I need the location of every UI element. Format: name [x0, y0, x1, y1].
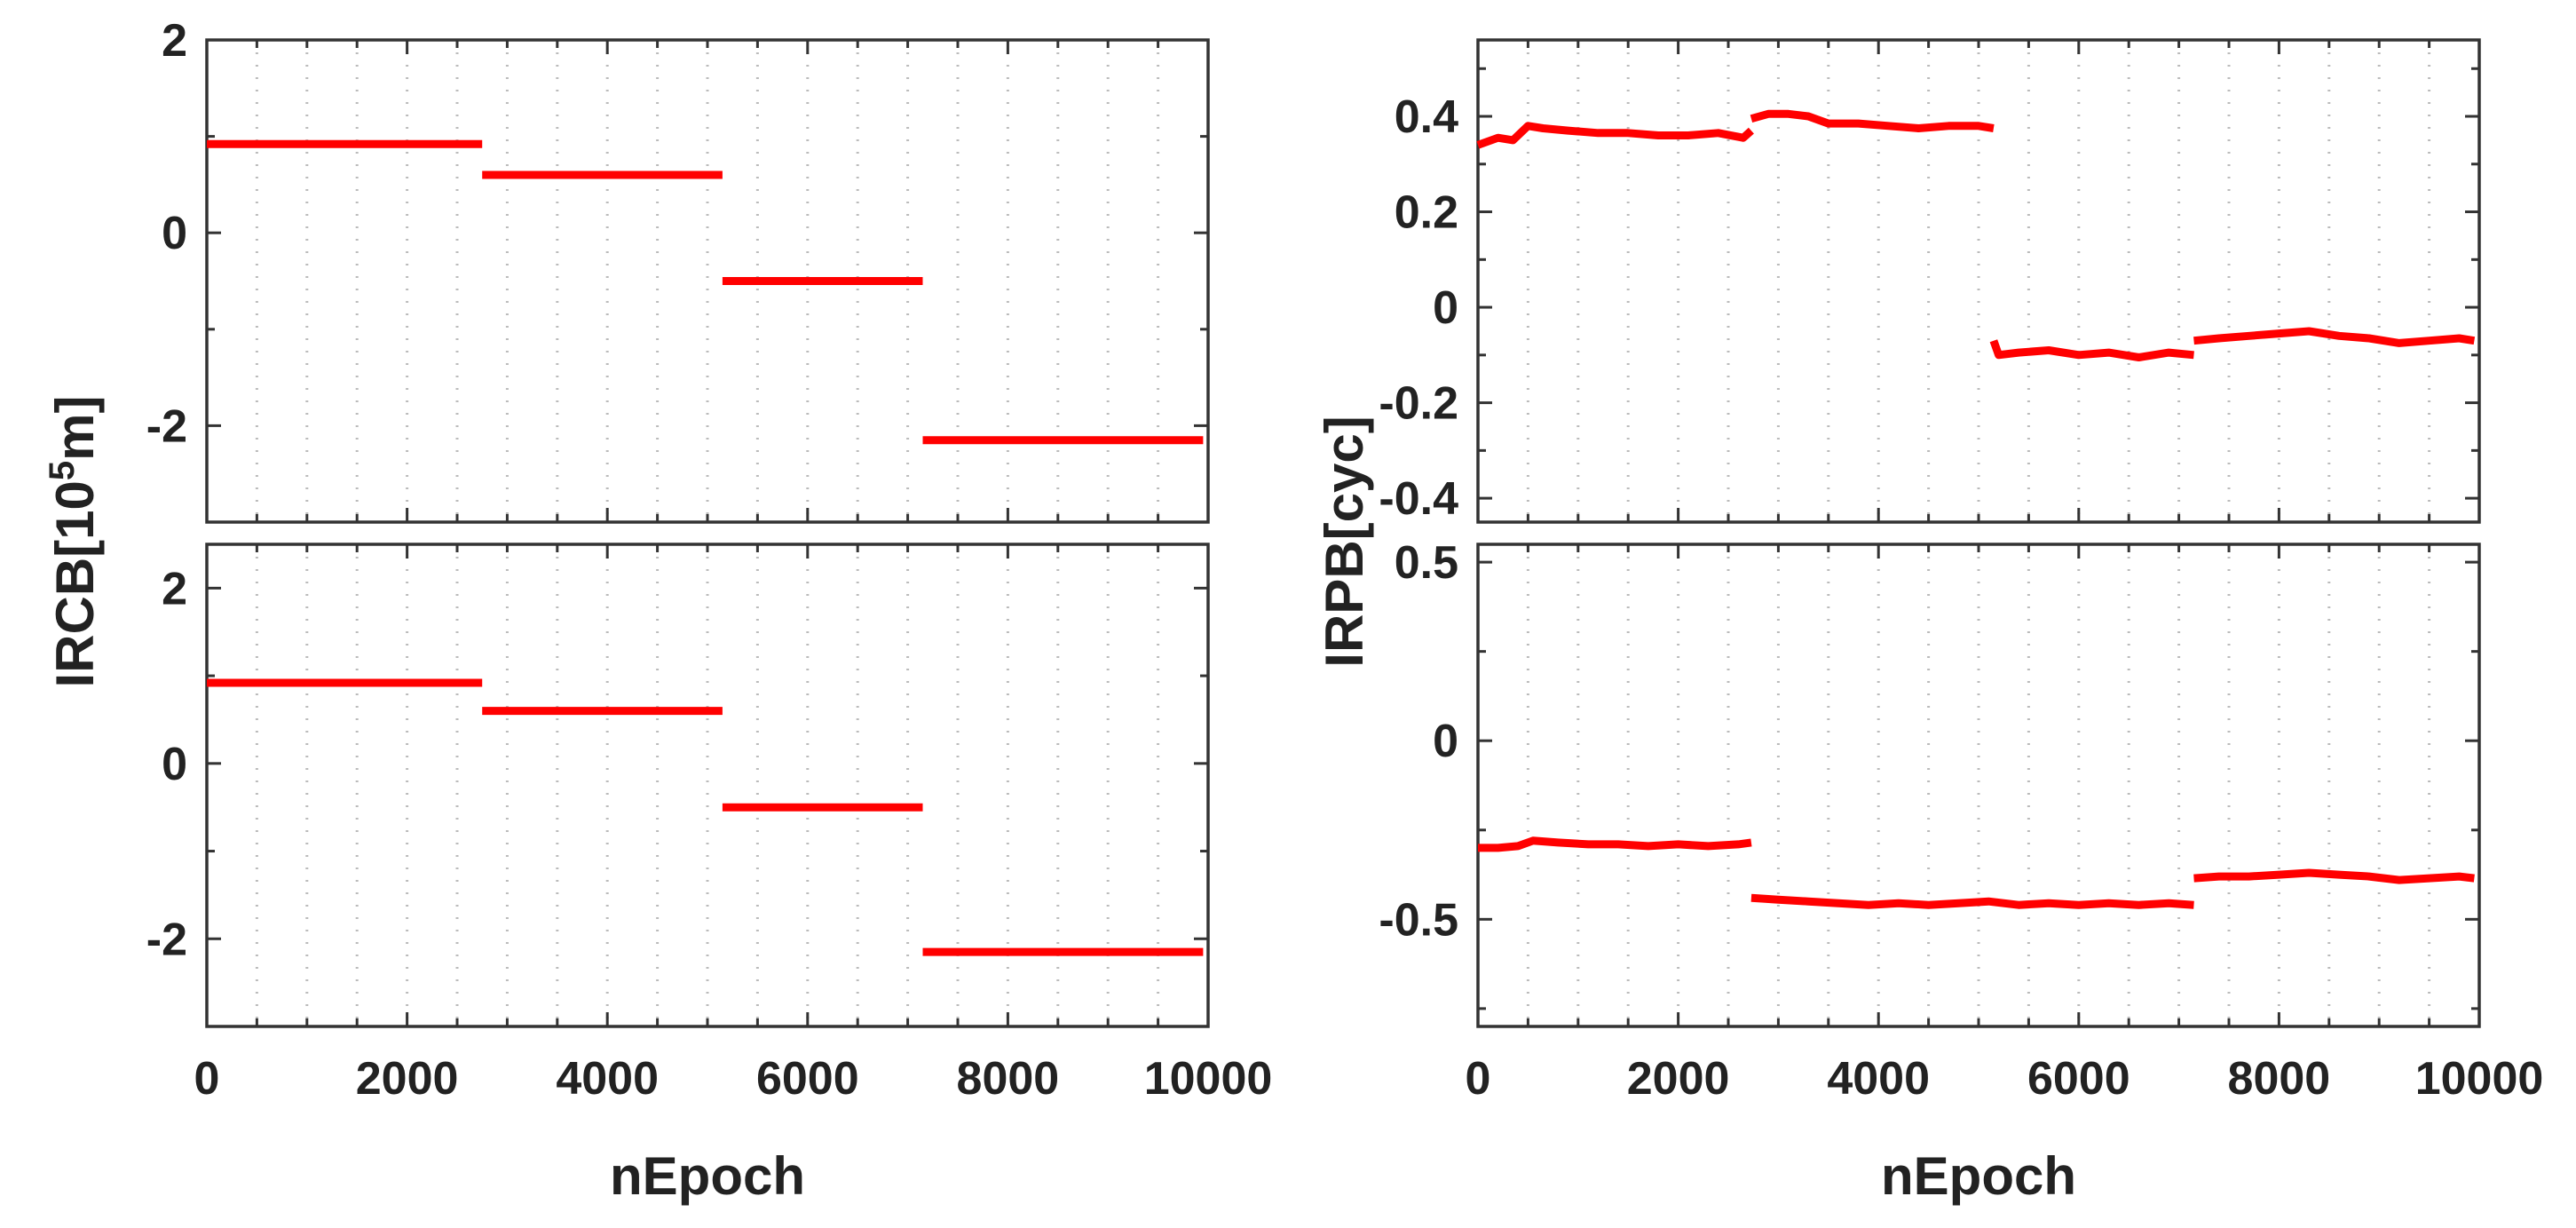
- axes-frame: [1476, 543, 2481, 1028]
- axes-frame: [1476, 38, 2481, 524]
- right-y-axis-label: IRPB[cyc]: [1315, 416, 1374, 667]
- y-tick-label: 2: [162, 563, 187, 614]
- y-tick-label: 0: [162, 208, 187, 259]
- x-tick-label: 10000: [1144, 1053, 1273, 1105]
- y-tick-label: -0.2: [1379, 378, 1458, 430]
- panel-irpb_top: -0.4 -0.2 0 0.2 0.4: [1379, 38, 2481, 525]
- y-tick-label: 0.4: [1395, 91, 1458, 143]
- y-tick-label: -2: [146, 400, 187, 452]
- x-tick-label: 10000: [2415, 1053, 2544, 1105]
- left-x-axis-label: nEpoch: [610, 1146, 805, 1206]
- y-tick-label: 0: [1433, 282, 1458, 334]
- x-tick-label: 0: [194, 1053, 220, 1105]
- y-tick-label: 0: [1433, 716, 1458, 767]
- y-tick-label: -0.4: [1379, 473, 1458, 525]
- x-tick-label: 0: [1466, 1053, 1491, 1105]
- x-tick-label: 8000: [957, 1053, 1060, 1105]
- panel-ircb_bottom: -2 0 2 0 2000 4000 6000 8000 10000: [146, 543, 1273, 1105]
- series-line-seg4: [2193, 327, 2476, 347]
- right-x-axis-label: nEpoch: [1881, 1146, 2076, 1206]
- axes-frame: [205, 38, 1210, 524]
- series-line-seg1: [1476, 122, 1754, 149]
- left-y-axis-label: IRCB[105m]: [43, 396, 105, 688]
- x-tick-label: 8000: [2228, 1053, 2331, 1105]
- x-tick-label: 4000: [1827, 1053, 1930, 1105]
- y-tick-label: 0.2: [1395, 187, 1458, 239]
- panel-irpb_bottom: -0.5 0 0.5 0 2000 4000 6000 8000 10000: [1379, 537, 2543, 1105]
- x-tick-label: 6000: [756, 1053, 859, 1105]
- y-tick-label: 0: [162, 739, 187, 790]
- panels: -2 0 2 -2 0 2 0 2000 4000 6000 8000 10000 -0.4 -0.2 0 0…: [146, 15, 2544, 1105]
- y-tick-label: 0.5: [1395, 537, 1458, 589]
- x-tick-label: 6000: [2027, 1053, 2130, 1105]
- series-line-seg1: [1478, 836, 1752, 852]
- x-tick-label: 4000: [556, 1053, 659, 1105]
- y-tick-label: -0.5: [1379, 894, 1458, 946]
- series-line-seg2: [1750, 893, 2194, 909]
- y-tick-label: -2: [146, 914, 187, 965]
- x-tick-label: 2000: [1627, 1053, 1730, 1105]
- series-line-seg2: [1750, 109, 1995, 132]
- series-line-seg3: [1989, 339, 2194, 361]
- axes-frame: [205, 543, 1210, 1028]
- x-tick-label: 2000: [356, 1053, 459, 1105]
- series-line-seg3: [2193, 868, 2475, 884]
- panel-ircb_top: -2 0 2: [146, 15, 1210, 524]
- y-tick-label: 2: [162, 15, 187, 67]
